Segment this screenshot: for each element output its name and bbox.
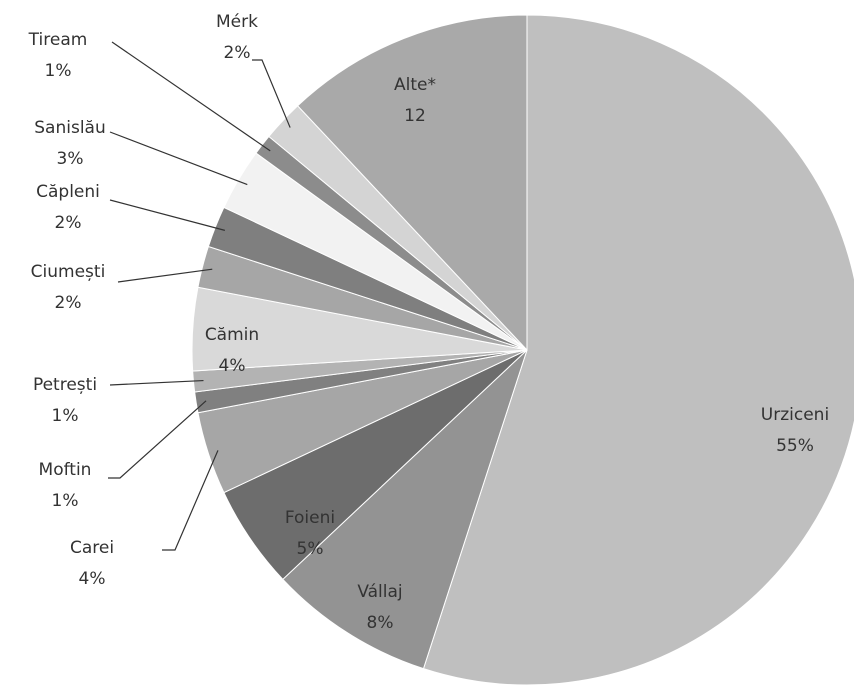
pie-slice xyxy=(282,349,528,670)
pie-slice xyxy=(422,14,854,686)
slice-label-value: 5% xyxy=(297,539,324,559)
slice-label-name: Cămin xyxy=(205,325,259,345)
slice-label-name: Tiream xyxy=(28,30,88,50)
slice-label-name: Alte* xyxy=(394,75,436,95)
leader-line xyxy=(109,379,204,386)
leader-line xyxy=(162,450,219,551)
slice-label-value: 2% xyxy=(55,293,82,313)
slice-label-value: 1% xyxy=(52,406,79,426)
slice-label-value: 3% xyxy=(57,149,84,169)
slice-label-name: Vállaj xyxy=(357,582,402,602)
pie-slice xyxy=(296,14,528,352)
leader-line xyxy=(109,131,248,186)
slice-label-name: Foieni xyxy=(285,508,335,528)
leader-line xyxy=(111,41,271,152)
slice-label-name: Sanislău xyxy=(34,118,105,138)
slice-label-value: 8% xyxy=(367,613,394,633)
slice-label-value: 4% xyxy=(219,356,246,376)
slice-label-name: Urziceni xyxy=(761,405,829,425)
slice-label-name: Moftin xyxy=(39,460,92,480)
slice-label-value: 4% xyxy=(79,569,106,589)
slice-label-name: Petrești xyxy=(33,375,97,395)
leader-line xyxy=(117,268,213,283)
slice-label-name: Căpleni xyxy=(36,182,100,202)
slice-label-value: 2% xyxy=(224,43,251,63)
leader-line xyxy=(109,199,226,231)
slice-label-name: Carei xyxy=(70,538,114,558)
slice-label-value: 55% xyxy=(776,436,814,456)
leader-line xyxy=(108,400,207,479)
slice-label-value: 1% xyxy=(52,491,79,511)
slice-label-name: Ciumești xyxy=(31,262,106,282)
slice-label-value: 1% xyxy=(45,61,72,81)
slice-label-value: 2% xyxy=(55,213,82,233)
slice-label-value: 12 xyxy=(404,106,426,126)
leader-line xyxy=(252,59,291,128)
slice-label-name: Mérk xyxy=(216,12,258,32)
